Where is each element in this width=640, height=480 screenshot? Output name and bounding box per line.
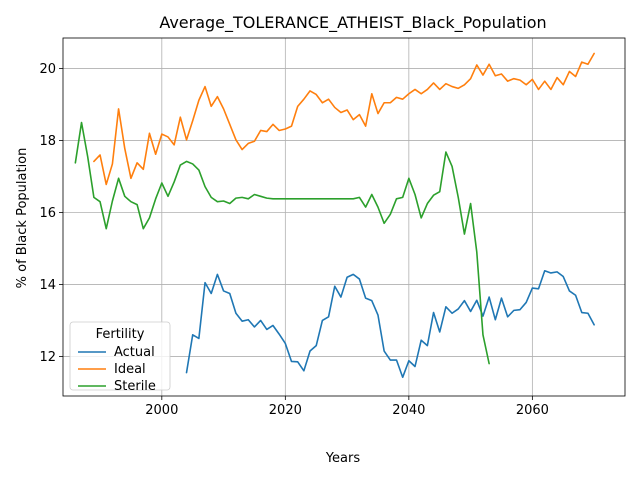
series-line-sterile: [74, 121, 490, 365]
y-tick-label: 14: [39, 278, 56, 293]
y-tick-label: 20: [39, 62, 56, 77]
legend-label-actual: Actual: [114, 345, 155, 360]
y-tick-label: 18: [39, 134, 56, 149]
series-lines: [74, 52, 595, 379]
legend-label-sterile: Sterile: [114, 379, 156, 394]
y-axis-label: % of Black Population: [15, 148, 30, 289]
x-tick-label: 2020: [269, 403, 302, 418]
y-tick-label: 16: [39, 206, 56, 221]
x-axis-ticks: 2000 2020 2040 2060: [145, 396, 549, 418]
legend-label-ideal: Ideal: [114, 362, 146, 377]
y-tick-label: 12: [39, 350, 56, 365]
plot-frame: [62, 37, 626, 397]
legend-box: [69, 321, 171, 391]
series-line-actual: [185, 269, 595, 379]
legend-title: Fertility: [96, 327, 145, 342]
x-tick-label: 2000: [145, 403, 178, 418]
x-tick-label: 2060: [516, 403, 549, 418]
chart-title: Average_TOLERANCE_ATHEIST_Black_Populati…: [159, 13, 546, 33]
x-axis-label: Years: [325, 451, 361, 466]
series-line-ideal: [93, 52, 595, 186]
x-tick-label: 2040: [392, 403, 425, 418]
legend: Fertility Actual Ideal Sterile: [69, 321, 171, 394]
y-axis-ticks: 12 14 16 18 20: [39, 62, 63, 365]
